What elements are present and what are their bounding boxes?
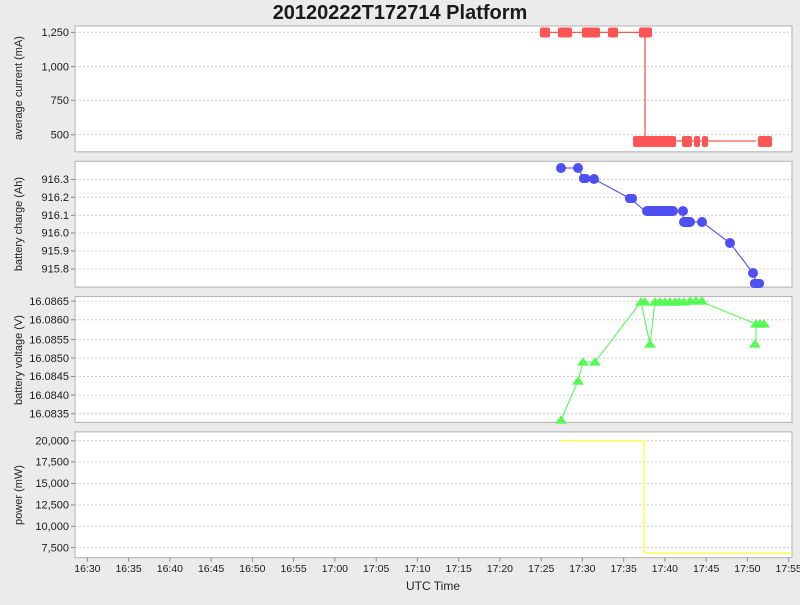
svg-text:17:10: 17:10	[404, 563, 430, 575]
svg-text:16:55: 16:55	[280, 563, 306, 575]
svg-text:915.8: 915.8	[41, 264, 69, 276]
svg-text:16.0855: 16.0855	[29, 335, 69, 347]
svg-text:battery charge (Ah): battery charge (Ah)	[13, 177, 25, 271]
svg-text:17:20: 17:20	[487, 563, 513, 575]
svg-text:916.0: 916.0	[41, 228, 69, 240]
svg-text:17:30: 17:30	[569, 563, 595, 575]
svg-text:16.0860: 16.0860	[29, 315, 69, 327]
svg-text:915.9: 915.9	[41, 246, 69, 258]
svg-text:battery voltage (V): battery voltage (V)	[13, 315, 25, 405]
svg-text:power (mW): power (mW)	[13, 465, 25, 525]
svg-text:1,000: 1,000	[41, 61, 69, 73]
svg-text:16:30: 16:30	[74, 563, 100, 575]
svg-text:916.2: 916.2	[41, 192, 69, 204]
svg-text:750: 750	[51, 95, 69, 107]
svg-text:17:15: 17:15	[446, 563, 472, 575]
svg-text:17:40: 17:40	[652, 563, 678, 575]
svg-text:average current (mA): average current (mA)	[13, 36, 25, 140]
svg-text:17:45: 17:45	[693, 563, 719, 575]
svg-text:17:35: 17:35	[611, 563, 637, 575]
svg-text:16.0850: 16.0850	[29, 353, 69, 365]
svg-text:12,500: 12,500	[35, 500, 69, 512]
svg-text:16:50: 16:50	[239, 563, 265, 575]
svg-text:17:50: 17:50	[734, 563, 760, 575]
svg-text:17:05: 17:05	[363, 563, 389, 575]
svg-text:1,250: 1,250	[41, 27, 69, 39]
svg-text:916.3: 916.3	[41, 174, 69, 186]
svg-text:916.1: 916.1	[41, 210, 69, 222]
svg-text:7,500: 7,500	[41, 543, 69, 555]
svg-text:17:55: 17:55	[776, 563, 800, 575]
svg-text:16:45: 16:45	[198, 563, 224, 575]
svg-text:16.0840: 16.0840	[29, 390, 69, 402]
svg-text:UTC Time: UTC Time	[406, 579, 460, 593]
svg-text:17,500: 17,500	[35, 457, 69, 469]
svg-text:17:00: 17:00	[322, 563, 348, 575]
svg-text:500: 500	[51, 130, 69, 142]
svg-text:20,000: 20,000	[35, 436, 69, 448]
svg-text:16:40: 16:40	[157, 563, 183, 575]
svg-text:15,000: 15,000	[35, 478, 69, 490]
svg-text:10,000: 10,000	[35, 521, 69, 533]
svg-text:17:25: 17:25	[528, 563, 554, 575]
svg-text:16.0845: 16.0845	[29, 371, 69, 383]
svg-text:16.0865: 16.0865	[29, 296, 69, 308]
svg-text:16.0835: 16.0835	[29, 409, 69, 421]
svg-text:16:35: 16:35	[115, 563, 141, 575]
